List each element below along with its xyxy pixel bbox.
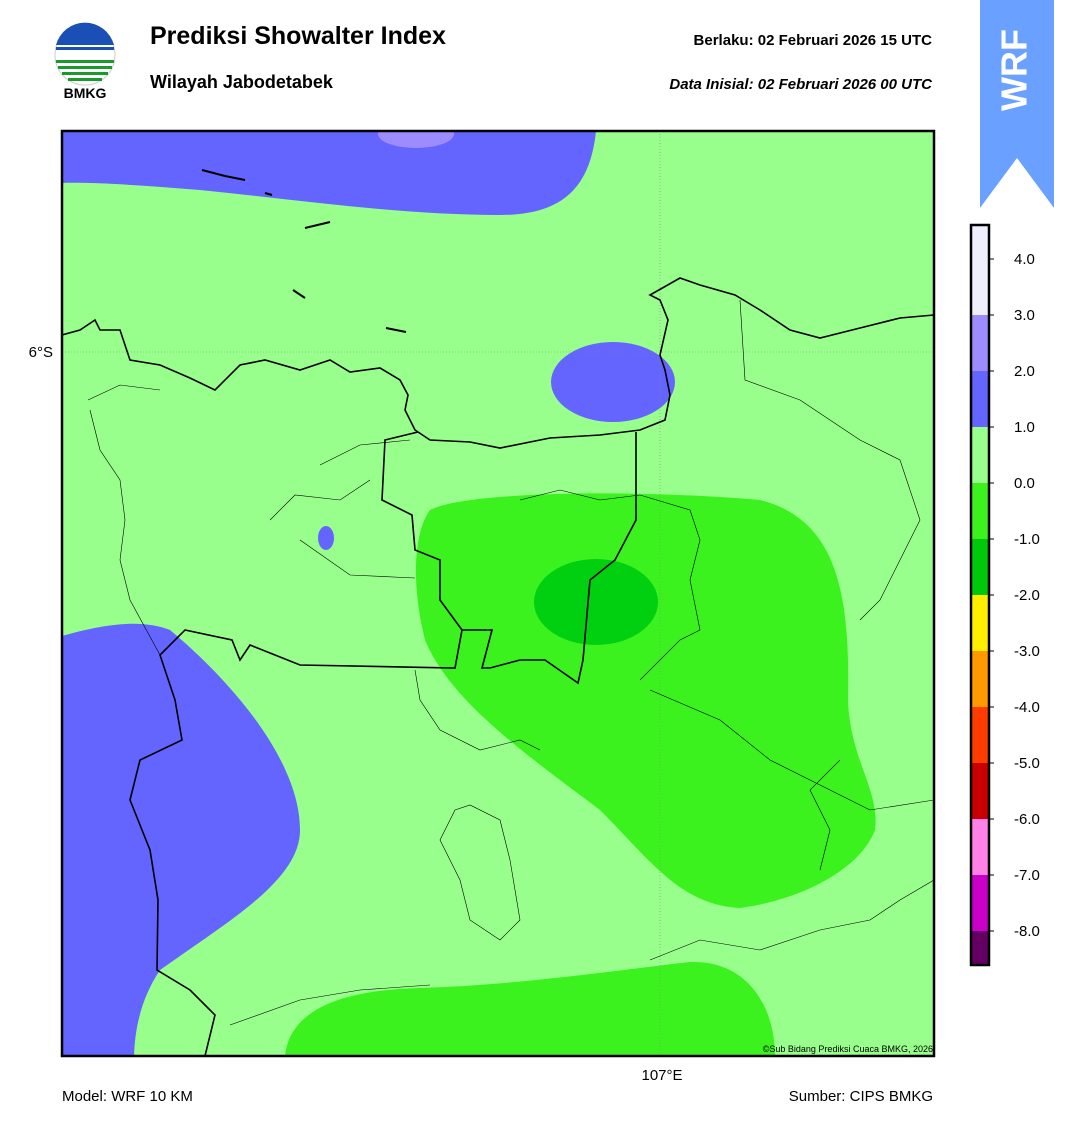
- colorbar-label: 1.0: [1014, 419, 1035, 436]
- colorbar-label: -2.0: [1014, 587, 1040, 604]
- valid-time: Berlaku: 02 Februari 2026 15 UTC: [694, 32, 933, 49]
- logo-text: BMKG: [64, 85, 107, 101]
- copyright: ©Sub Bidang Prediksi Cuaca BMKG, 2026: [763, 1044, 933, 1054]
- colorbar-swatch: [971, 595, 989, 651]
- colorbar-swatch: [971, 651, 989, 707]
- colorbar-swatch: [971, 931, 989, 965]
- colorbar-label: -3.0: [1014, 643, 1040, 660]
- colorbar-label: -6.0: [1014, 811, 1040, 828]
- colorbar-swatch: [971, 427, 989, 483]
- colorbar-label: 4.0: [1014, 251, 1035, 268]
- colorbar-label: 3.0: [1014, 307, 1035, 324]
- colorbar-label: -7.0: [1014, 867, 1040, 884]
- badge-text: WRF: [994, 29, 1035, 111]
- initial-time: Data Inisial: 02 Februari 2026 00 UTC: [669, 76, 933, 93]
- colorbar-label: -5.0: [1014, 755, 1040, 772]
- logo: BMKG: [54, 22, 116, 101]
- colorbar-label: -4.0: [1014, 699, 1040, 716]
- colorbar-swatch: [971, 315, 989, 371]
- colorbar-swatch: [971, 763, 989, 819]
- colorbar-label: -8.0: [1014, 923, 1040, 940]
- colorbar-swatch: [971, 539, 989, 595]
- colorbar: 4.0 3.0 2.0 1.0 0.0 -1.0 -2.0 -3.0 -4.0 -5.0 -6.0 -…: [969, 223, 1040, 967]
- colorbar-swatch: [971, 707, 989, 763]
- title: Prediksi Showalter Index: [150, 22, 446, 50]
- colorbar-swatch: [971, 819, 989, 875]
- footer-source: Sumber: CIPS BMKG: [789, 1088, 933, 1105]
- map: [62, 131, 934, 1056]
- colorbar-swatch: [971, 875, 989, 931]
- badge: [980, 0, 1054, 208]
- lon-label: 107°E: [641, 1067, 682, 1084]
- subtitle: Wilayah Jabodetabek: [150, 72, 334, 92]
- colorbar-swatch: [971, 483, 989, 539]
- map-frame: [60, 129, 936, 1058]
- colorbar-swatch: [971, 371, 989, 427]
- colorbar-swatch: [971, 225, 989, 315]
- lat-label: 6°S: [29, 344, 53, 361]
- colorbar-label: 2.0: [1014, 363, 1035, 380]
- footer-model: Model: WRF 10 KM: [62, 1088, 193, 1105]
- colorbar-label: -1.0: [1014, 531, 1040, 548]
- colorbar-label: 0.0: [1014, 475, 1035, 492]
